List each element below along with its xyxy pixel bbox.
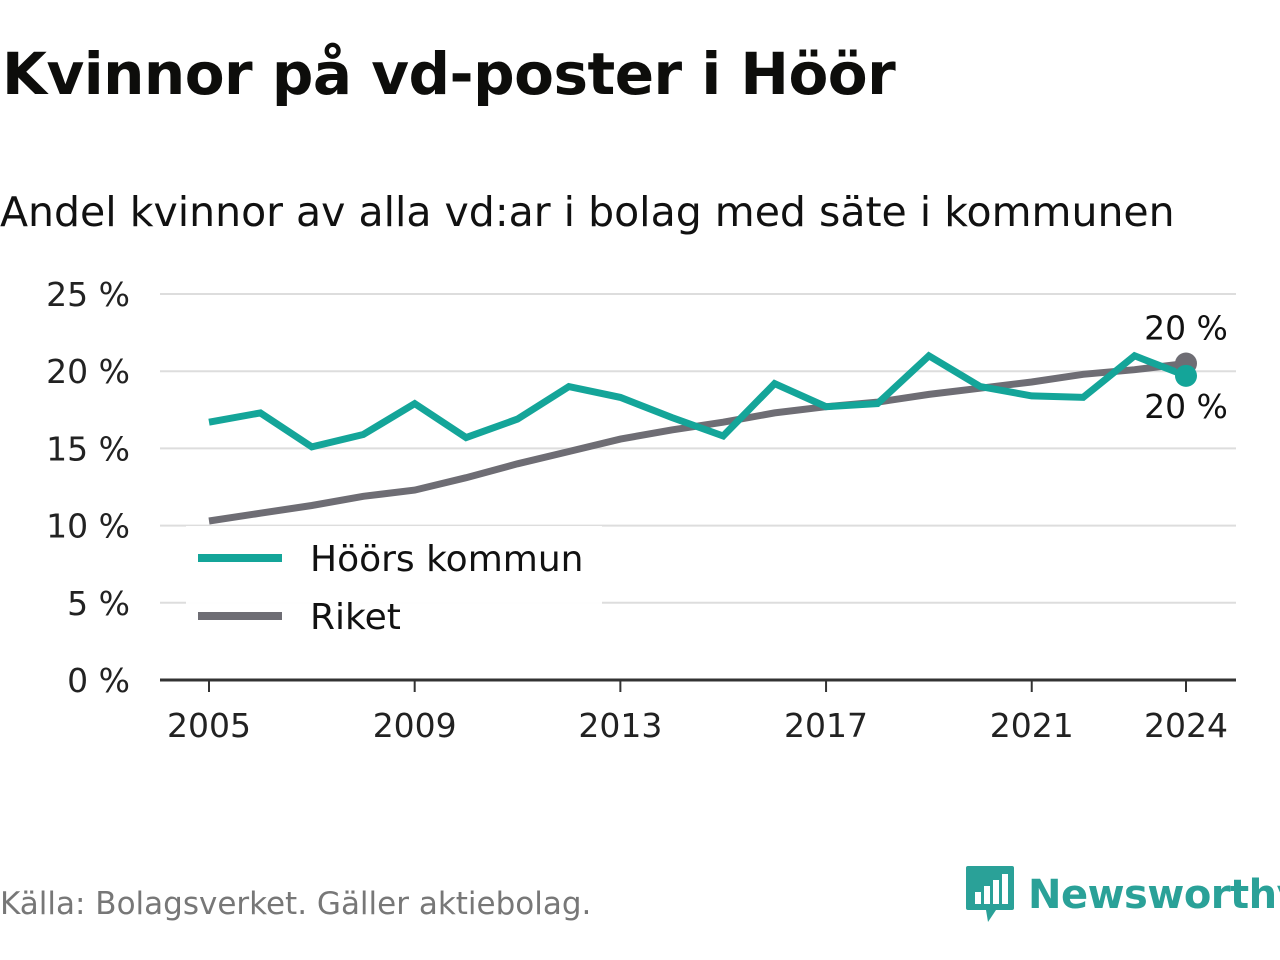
y-tick-label: 5 % bbox=[67, 584, 130, 623]
legend-label: Riket bbox=[310, 597, 401, 638]
x-tick-label: 2013 bbox=[578, 706, 662, 745]
x-tick-label: 2021 bbox=[990, 706, 1074, 745]
end-label-riket: 20 % bbox=[1144, 308, 1228, 347]
end-label-hoors-kommun: 20 % bbox=[1144, 387, 1228, 426]
x-tick-label: 2009 bbox=[373, 706, 457, 745]
legend-box bbox=[186, 526, 602, 604]
series-line-höörs-kommun bbox=[208, 351, 1188, 451]
source-note: Källa: Bolagsverket. Gäller aktiebolag. bbox=[0, 886, 592, 922]
brand-logo[interactable]: Newsworthy bbox=[964, 864, 1280, 926]
y-tick-label: 25 % bbox=[46, 275, 130, 314]
y-tick-label: 20 % bbox=[46, 352, 130, 391]
x-tick-label: 2024 bbox=[1144, 706, 1228, 745]
x-tick-label: 2005 bbox=[167, 706, 251, 745]
x-tick-label: 2017 bbox=[784, 706, 868, 745]
end-point bbox=[1175, 364, 1197, 387]
y-tick-label: 0 % bbox=[67, 661, 130, 700]
chart-title: Kvinnor på vd-poster i Höör bbox=[2, 40, 896, 108]
legend-label: Höörs kommun bbox=[310, 539, 583, 580]
newsworthy-logo-icon bbox=[966, 866, 1014, 922]
y-tick-label: 15 % bbox=[46, 429, 130, 468]
y-tick-label: 10 % bbox=[46, 507, 130, 546]
brand-name: Newsworthy bbox=[1028, 872, 1280, 918]
series-line-riket bbox=[208, 360, 1187, 525]
chart-subtitle: Andel kvinnor av alla vd:ar i bolag med … bbox=[0, 188, 1175, 236]
